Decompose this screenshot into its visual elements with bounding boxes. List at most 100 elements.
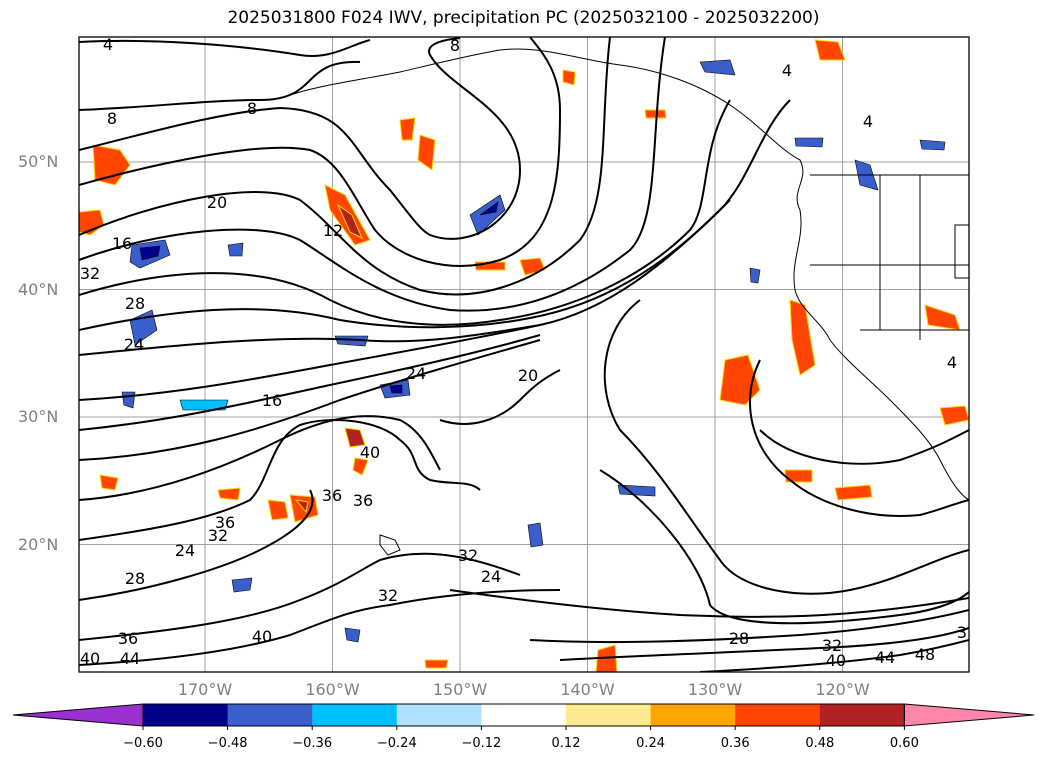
map-title: 2025031800 F024 IWV, precipitation PC (2… <box>227 8 820 28</box>
contour-label: 8 <box>247 99 257 118</box>
colorbar-tick-label: 0.12 <box>551 736 581 751</box>
coastline <box>289 48 969 556</box>
contour-label: 20 <box>207 193 227 212</box>
precip-blob <box>336 203 364 240</box>
precip-blob <box>789 299 816 376</box>
precip-blob <box>92 144 131 186</box>
contour-label: 4 <box>782 61 792 80</box>
gridlines <box>79 37 969 672</box>
colorbar-tick-label: −0.48 <box>207 736 248 751</box>
precip-blob <box>644 109 667 119</box>
colorbar-extend-low <box>12 703 144 727</box>
contour-label: 40 <box>252 627 272 646</box>
precip-blob <box>939 405 969 426</box>
precip-blob <box>527 522 544 548</box>
colorbar-tick-label: −0.24 <box>376 736 417 751</box>
precip-blob <box>794 137 824 148</box>
contour-label: 28 <box>729 629 749 648</box>
precip-blob <box>784 469 813 483</box>
colorbar-tick-label: −0.12 <box>461 736 502 751</box>
contour-label: 32 <box>208 526 228 545</box>
contour-label: 4 <box>863 112 873 131</box>
colorbar-segment <box>143 704 229 726</box>
colorbar-tick-label: 0.60 <box>889 736 919 751</box>
contour-label: 36 <box>322 486 342 505</box>
lon-label: 120°W <box>815 680 870 699</box>
precip-blob <box>79 209 105 236</box>
contour-label: 32 <box>80 264 100 283</box>
contour-label: 3 <box>957 623 967 642</box>
contour-label: 8 <box>107 109 117 128</box>
colorbar-tick-label: −0.60 <box>123 736 163 751</box>
contour-label: 32 <box>822 636 842 655</box>
precip-blob <box>814 39 846 61</box>
lat-label: 20°N <box>18 534 59 554</box>
contour-label: 36 <box>215 513 235 532</box>
contour-label: 28 <box>125 294 145 313</box>
lon-label: 160°W <box>305 680 360 699</box>
precip-blob <box>479 201 499 216</box>
precip-blob <box>139 245 161 261</box>
precip-blob <box>699 59 736 76</box>
precip-blob <box>417 134 436 171</box>
contour-label: 12 <box>323 221 343 240</box>
colorbar-segment <box>481 704 567 726</box>
precip-blob <box>389 384 403 394</box>
precip-blob <box>267 499 289 521</box>
contour-label: 40 <box>360 443 380 462</box>
contour-label: 36 <box>353 491 373 510</box>
lat-label: 40°N <box>18 279 59 299</box>
contour-label: 24 <box>175 541 195 560</box>
precip-blob <box>352 457 369 476</box>
precip-blob <box>217 487 241 501</box>
contour-label: 44 <box>875 648 895 667</box>
precip-blob <box>227 242 244 257</box>
contour-label: 32 <box>378 586 398 605</box>
contour-label: 40 <box>826 651 846 670</box>
contour-label: 28 <box>125 569 145 588</box>
precip-blob <box>231 577 253 593</box>
lon-label: 130°W <box>687 680 743 699</box>
contour-label: 32 <box>458 546 478 565</box>
contour-label: 40 <box>80 649 100 668</box>
precip-negative-areas <box>121 59 946 643</box>
precip-blob <box>99 474 119 491</box>
precip-blob <box>562 69 576 86</box>
colorbar-segment <box>566 704 652 726</box>
contour-label: 20 <box>518 366 538 385</box>
colorbar-segment <box>650 704 736 726</box>
contour-label: 24 <box>406 364 426 383</box>
lon-label: 150°W <box>432 680 488 699</box>
colorbar-segment <box>396 704 482 726</box>
lon-label: 170°W <box>177 680 233 699</box>
precip-blob <box>617 484 656 497</box>
precip-blob <box>294 499 309 514</box>
contour-label: 24 <box>481 567 501 586</box>
lat-label: 50°N <box>18 152 59 171</box>
colorbar-tick-label: 0.24 <box>636 736 666 751</box>
colorbar <box>12 703 1035 730</box>
precip-blob <box>919 139 946 151</box>
contour-label: 4 <box>947 353 957 372</box>
precip-blob <box>179 399 229 411</box>
contour-label: 16 <box>262 391 282 410</box>
precip-blob <box>834 484 873 501</box>
iwv-contours <box>79 37 969 672</box>
lat-label: 30°N <box>18 407 59 426</box>
contour-label: 8 <box>450 36 460 55</box>
contour-label: 36 <box>118 629 138 648</box>
map-background <box>79 37 969 672</box>
contour-label: 24 <box>124 335 144 354</box>
lon-label: 140°W <box>560 680 615 699</box>
colorbar-tick-label: 0.36 <box>720 736 750 751</box>
contour-label: 16 <box>112 234 132 253</box>
colorbar-segment <box>312 704 398 726</box>
precip-blob <box>344 427 366 448</box>
colorbar-tick-label: 0.48 <box>805 736 835 751</box>
precip-blob <box>424 659 449 669</box>
precip-blob <box>344 627 361 643</box>
precip-blob <box>749 267 761 284</box>
colorbar-segment <box>227 704 313 726</box>
